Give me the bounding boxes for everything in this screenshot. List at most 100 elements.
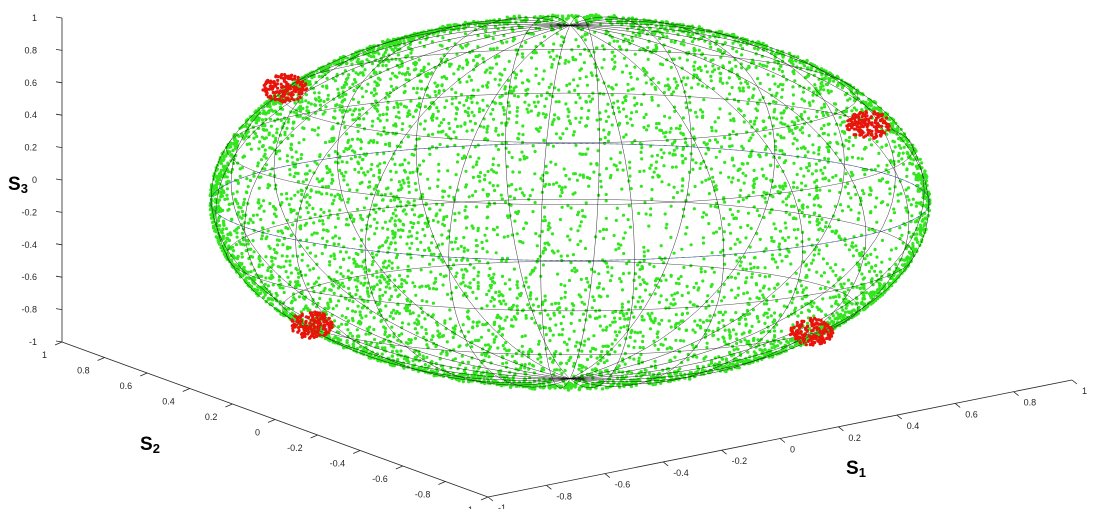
green-point: [502, 112, 506, 116]
green-point: [407, 303, 412, 307]
green-point: [654, 87, 658, 91]
green-point: [357, 319, 361, 323]
green-point: [331, 307, 335, 311]
green-point: [771, 294, 776, 298]
green-point: [748, 329, 752, 334]
green-point: [430, 116, 434, 120]
green-point: [563, 185, 567, 189]
green-point: [416, 221, 420, 225]
green-point: [429, 270, 433, 274]
green-point: [799, 311, 804, 315]
green-point: [612, 101, 616, 105]
green-point: [910, 214, 914, 218]
green-point: [434, 287, 439, 291]
green-point: [491, 227, 495, 231]
axis-s2-tick-mark: [480, 496, 489, 501]
green-point: [281, 231, 285, 235]
green-point: [252, 250, 256, 254]
green-point: [537, 82, 541, 86]
green-point: [394, 170, 398, 174]
green-point: [355, 288, 359, 292]
green-point: [397, 311, 401, 315]
green-point: [345, 109, 349, 113]
green-point: [552, 311, 556, 315]
axis-s3-tick-mark: [55, 16, 63, 19]
green-point: [483, 178, 487, 182]
green-point: [675, 291, 680, 295]
green-point: [464, 226, 469, 230]
green-point: [728, 350, 732, 354]
green-point: [680, 247, 684, 251]
green-point: [723, 200, 727, 204]
green-point: [701, 110, 705, 114]
green-point: [290, 233, 294, 237]
green-point: [284, 259, 288, 263]
green-point: [485, 85, 489, 89]
green-point: [799, 167, 803, 171]
green-point: [714, 155, 718, 159]
green-point: [425, 355, 429, 359]
green-point: [742, 181, 746, 185]
green-point: [312, 221, 316, 225]
green-point: [559, 282, 563, 287]
green-point: [739, 260, 743, 264]
green-point: [413, 284, 417, 288]
green-point: [559, 254, 563, 258]
green-point: [869, 188, 873, 193]
green-point: [731, 130, 735, 134]
green-point: [480, 353, 484, 357]
green-point: [877, 178, 881, 183]
green-point: [763, 266, 767, 270]
green-point: [728, 133, 732, 137]
green-point: [378, 288, 382, 292]
green-point: [760, 167, 764, 171]
green-point: [749, 151, 753, 156]
green-point: [409, 99, 413, 103]
green-point: [630, 329, 634, 333]
green-point: [285, 159, 289, 163]
green-point: [762, 313, 766, 317]
green-point: [732, 164, 736, 168]
green-point: [436, 334, 440, 338]
green-point: [485, 304, 489, 308]
green-point: [418, 172, 422, 176]
green-point: [375, 275, 379, 279]
green-point: [591, 295, 595, 299]
green-point: [642, 259, 646, 263]
green-point: [875, 273, 879, 277]
green-point: [305, 246, 309, 250]
green-point: [559, 43, 563, 48]
green-point: [458, 101, 462, 105]
axis-s3-tick-mark: [55, 211, 63, 213]
green-point: [291, 223, 295, 227]
axis-s3-tick-label: 1: [32, 13, 37, 23]
green-point: [333, 109, 337, 113]
green-point: [709, 361, 714, 365]
green-point: [708, 314, 712, 318]
green-point: [552, 42, 556, 46]
green-point: [393, 224, 397, 228]
green-point: [604, 119, 609, 123]
green-point: [873, 205, 878, 209]
green-point: [567, 177, 572, 181]
green-point: [257, 186, 261, 190]
green-point: [718, 360, 722, 364]
green-point: [359, 244, 363, 248]
green-point: [492, 170, 496, 174]
green-point: [817, 248, 821, 252]
green-point: [537, 342, 541, 346]
green-point: [242, 197, 247, 201]
green-point: [315, 162, 319, 166]
green-point: [294, 266, 298, 271]
green-point: [569, 321, 573, 325]
green-point: [764, 192, 768, 196]
green-point: [533, 172, 537, 176]
green-point: [496, 133, 501, 137]
green-point: [555, 181, 559, 185]
green-point: [257, 255, 261, 259]
green-point: [794, 306, 798, 310]
green-point: [257, 201, 261, 205]
green-point: [321, 222, 325, 226]
green-point: [234, 243, 238, 247]
green-point: [313, 103, 318, 107]
